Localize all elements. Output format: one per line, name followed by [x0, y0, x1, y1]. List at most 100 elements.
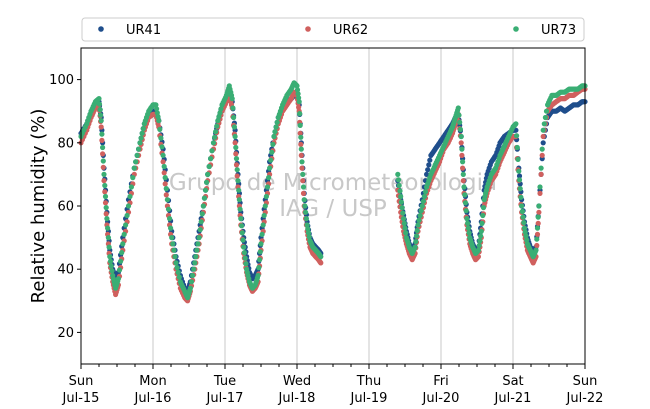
data-point — [196, 235, 202, 241]
data-point — [235, 178, 241, 184]
data-point — [158, 135, 164, 141]
x-tick-label-day: Sun — [573, 374, 598, 389]
data-point — [422, 189, 429, 195]
data-point — [120, 241, 126, 247]
data-point — [173, 260, 179, 266]
data-point — [198, 219, 204, 225]
data-point — [294, 87, 301, 93]
data-point — [162, 181, 168, 187]
legend[interactable]: UR41 UR62 UR73 — [81, 17, 585, 42]
data-point — [125, 203, 132, 209]
data-point — [194, 247, 200, 253]
x-tick-label-day: Sat — [502, 374, 523, 389]
data-point — [193, 254, 199, 260]
data-point — [540, 133, 546, 140]
data-point — [201, 195, 208, 201]
data-point — [302, 203, 308, 209]
data-point — [427, 157, 433, 163]
data-point — [171, 247, 177, 253]
data-point — [256, 265, 262, 271]
data-point — [420, 198, 426, 204]
data-point — [521, 220, 527, 226]
data-point — [426, 162, 432, 168]
data-point — [153, 102, 159, 108]
data-point — [258, 241, 264, 247]
data-point — [522, 229, 528, 235]
data-point — [260, 222, 266, 228]
data-point — [457, 119, 463, 125]
x-tick-label-date: Jul-21 — [494, 391, 532, 406]
data-point — [160, 159, 166, 165]
data-point — [98, 112, 104, 118]
data-point — [413, 233, 420, 239]
data-point — [124, 212, 130, 219]
data-point — [127, 193, 133, 200]
data-point — [421, 193, 427, 200]
data-point — [537, 190, 543, 196]
data-point — [191, 266, 197, 272]
data-point — [305, 230, 312, 236]
data-point — [521, 225, 528, 231]
data-point — [300, 171, 306, 177]
data-point — [215, 118, 221, 124]
data-point — [217, 110, 223, 116]
data-point — [516, 168, 522, 174]
data-point — [138, 135, 144, 141]
x-tick-label-date: Jul-18 — [278, 391, 316, 406]
data-point — [524, 237, 530, 243]
data-point — [460, 178, 466, 184]
data-point — [231, 124, 237, 130]
data-point — [465, 220, 471, 226]
data-point — [300, 184, 307, 190]
data-point — [297, 130, 303, 136]
data-point — [105, 235, 111, 241]
data-point — [534, 242, 540, 249]
data-point — [272, 129, 278, 135]
data-point — [134, 152, 140, 158]
data-point — [236, 197, 242, 203]
data-point — [232, 140, 238, 146]
data-point — [109, 268, 115, 274]
data-point — [160, 152, 166, 158]
data-point — [479, 220, 485, 226]
data-point — [535, 220, 541, 226]
data-point — [298, 141, 304, 147]
data-point — [240, 237, 246, 243]
watermark-line-2: IAG / USP — [279, 196, 387, 222]
data-point — [98, 124, 104, 130]
data-point — [234, 173, 240, 179]
data-point — [459, 146, 465, 152]
data-point — [536, 203, 542, 209]
data-point — [231, 114, 237, 121]
data-point — [261, 212, 267, 219]
data-point — [298, 152, 304, 158]
data-point — [100, 158, 106, 164]
data-point — [199, 211, 205, 217]
data-point — [543, 108, 550, 114]
data-point — [100, 144, 106, 151]
data-point — [478, 233, 484, 239]
data-point — [229, 96, 235, 102]
data-point — [268, 157, 274, 163]
data-point — [534, 236, 540, 242]
data-point — [100, 151, 106, 157]
x-tick-label-date: Jul-19 — [350, 391, 388, 406]
data-point — [476, 242, 482, 249]
data-point — [540, 127, 546, 133]
data-point — [266, 175, 272, 181]
data-point — [169, 235, 175, 241]
data-point — [230, 105, 236, 111]
data-point — [190, 272, 196, 279]
legend-marker-UR41 — [98, 26, 104, 32]
data-point — [187, 285, 193, 291]
data-point — [159, 144, 165, 150]
data-point — [167, 216, 173, 222]
data-point — [533, 247, 539, 253]
data-point — [416, 217, 422, 223]
data-point — [294, 83, 300, 89]
data-point — [465, 225, 471, 231]
data-point — [102, 193, 109, 200]
data-point — [154, 110, 160, 116]
data-point — [461, 184, 467, 190]
data-point — [399, 205, 405, 211]
